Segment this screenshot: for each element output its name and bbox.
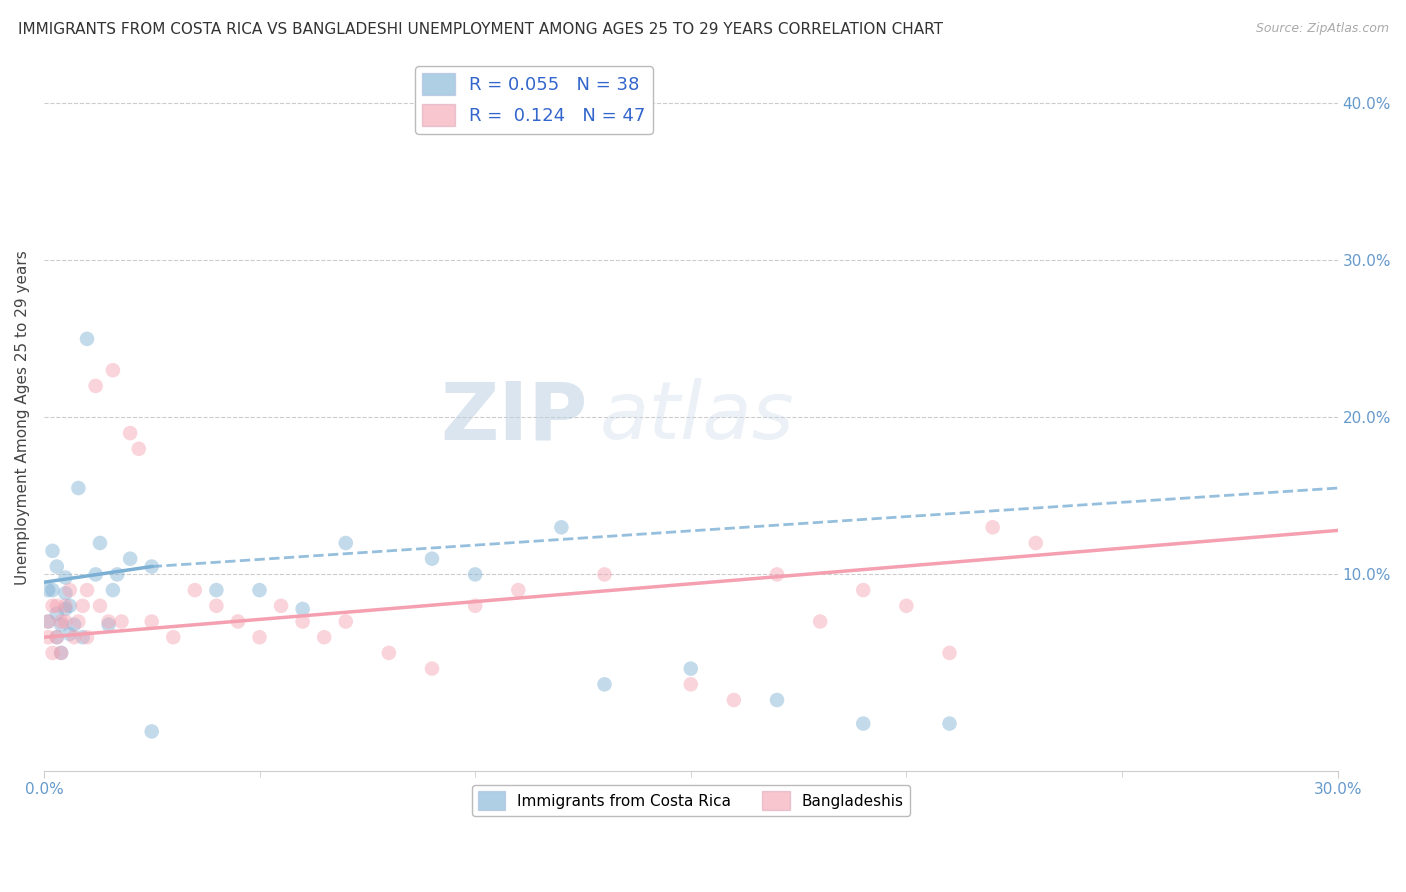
Point [84, 567, 107, 582]
Point [49, 615, 72, 629]
Point [89, 536, 111, 550]
Point [41, 646, 63, 660]
Text: IMMIGRANTS FROM COSTA RICA VS BANGLADESHI UNEMPLOYMENT AMONG AGES 25 TO 29 YEARS: IMMIGRANTS FROM COSTA RICA VS BANGLADESH… [18, 22, 943, 37]
Point [205, 599, 228, 613]
Point [938, 716, 960, 731]
Point [679, 677, 702, 691]
Point [141, 615, 163, 629]
Point [41, 599, 63, 613]
Point [55, 586, 77, 600]
Point [45, 607, 67, 621]
Point [55, 599, 77, 613]
Point [508, 583, 530, 598]
Point [120, 426, 142, 441]
Point [184, 583, 207, 598]
Point [67, 481, 90, 495]
Point [55, 570, 77, 584]
Text: atlas: atlas [600, 378, 794, 457]
Point [45, 599, 67, 613]
Point [249, 583, 271, 598]
Point [63, 630, 86, 644]
Point [59, 627, 82, 641]
Point [291, 615, 314, 629]
Point [37, 583, 59, 598]
Point [593, 567, 616, 582]
Point [55, 615, 77, 629]
Point [41, 544, 63, 558]
Point [72, 599, 94, 613]
Point [464, 599, 486, 613]
Point [766, 567, 789, 582]
Point [59, 599, 82, 613]
Point [97, 615, 120, 629]
Point [76, 583, 98, 598]
Point [723, 693, 745, 707]
Text: Source: ZipAtlas.com: Source: ZipAtlas.com [1256, 22, 1389, 36]
Point [162, 630, 184, 644]
Point [205, 583, 228, 598]
Point [270, 599, 292, 613]
Point [464, 567, 486, 582]
Point [55, 602, 77, 616]
Point [110, 615, 132, 629]
Point [37, 630, 59, 644]
Point [593, 677, 616, 691]
Point [766, 693, 789, 707]
Point [378, 646, 401, 660]
Point [420, 551, 443, 566]
Point [1025, 536, 1047, 550]
Point [981, 520, 1004, 534]
Point [679, 662, 702, 676]
Point [63, 617, 86, 632]
Point [314, 630, 336, 644]
Point [45, 630, 67, 644]
Point [76, 630, 98, 644]
Point [335, 615, 357, 629]
Point [808, 615, 831, 629]
Point [101, 583, 124, 598]
Text: ZIP: ZIP [440, 378, 588, 457]
Point [938, 646, 960, 660]
Point [76, 332, 98, 346]
Point [37, 615, 59, 629]
Point [226, 615, 249, 629]
Point [49, 646, 72, 660]
Point [45, 630, 67, 644]
Point [420, 662, 443, 676]
Point [249, 630, 271, 644]
Point [41, 583, 63, 598]
Point [105, 567, 128, 582]
Point [49, 646, 72, 660]
Point [128, 442, 150, 456]
Point [120, 551, 142, 566]
Y-axis label: Unemployment Among Ages 25 to 29 years: Unemployment Among Ages 25 to 29 years [15, 250, 30, 585]
Point [45, 559, 67, 574]
Point [852, 583, 875, 598]
Point [37, 615, 59, 629]
Point [101, 363, 124, 377]
Point [59, 583, 82, 598]
Point [141, 724, 163, 739]
Point [550, 520, 572, 534]
Point [72, 630, 94, 644]
Point [852, 716, 875, 731]
Point [335, 536, 357, 550]
Point [97, 617, 120, 632]
Point [141, 559, 163, 574]
Point [291, 602, 314, 616]
Legend: Immigrants from Costa Rica, Bangladeshis: Immigrants from Costa Rica, Bangladeshis [471, 785, 910, 816]
Point [84, 379, 107, 393]
Point [89, 599, 111, 613]
Point [49, 617, 72, 632]
Point [67, 615, 90, 629]
Point [896, 599, 918, 613]
